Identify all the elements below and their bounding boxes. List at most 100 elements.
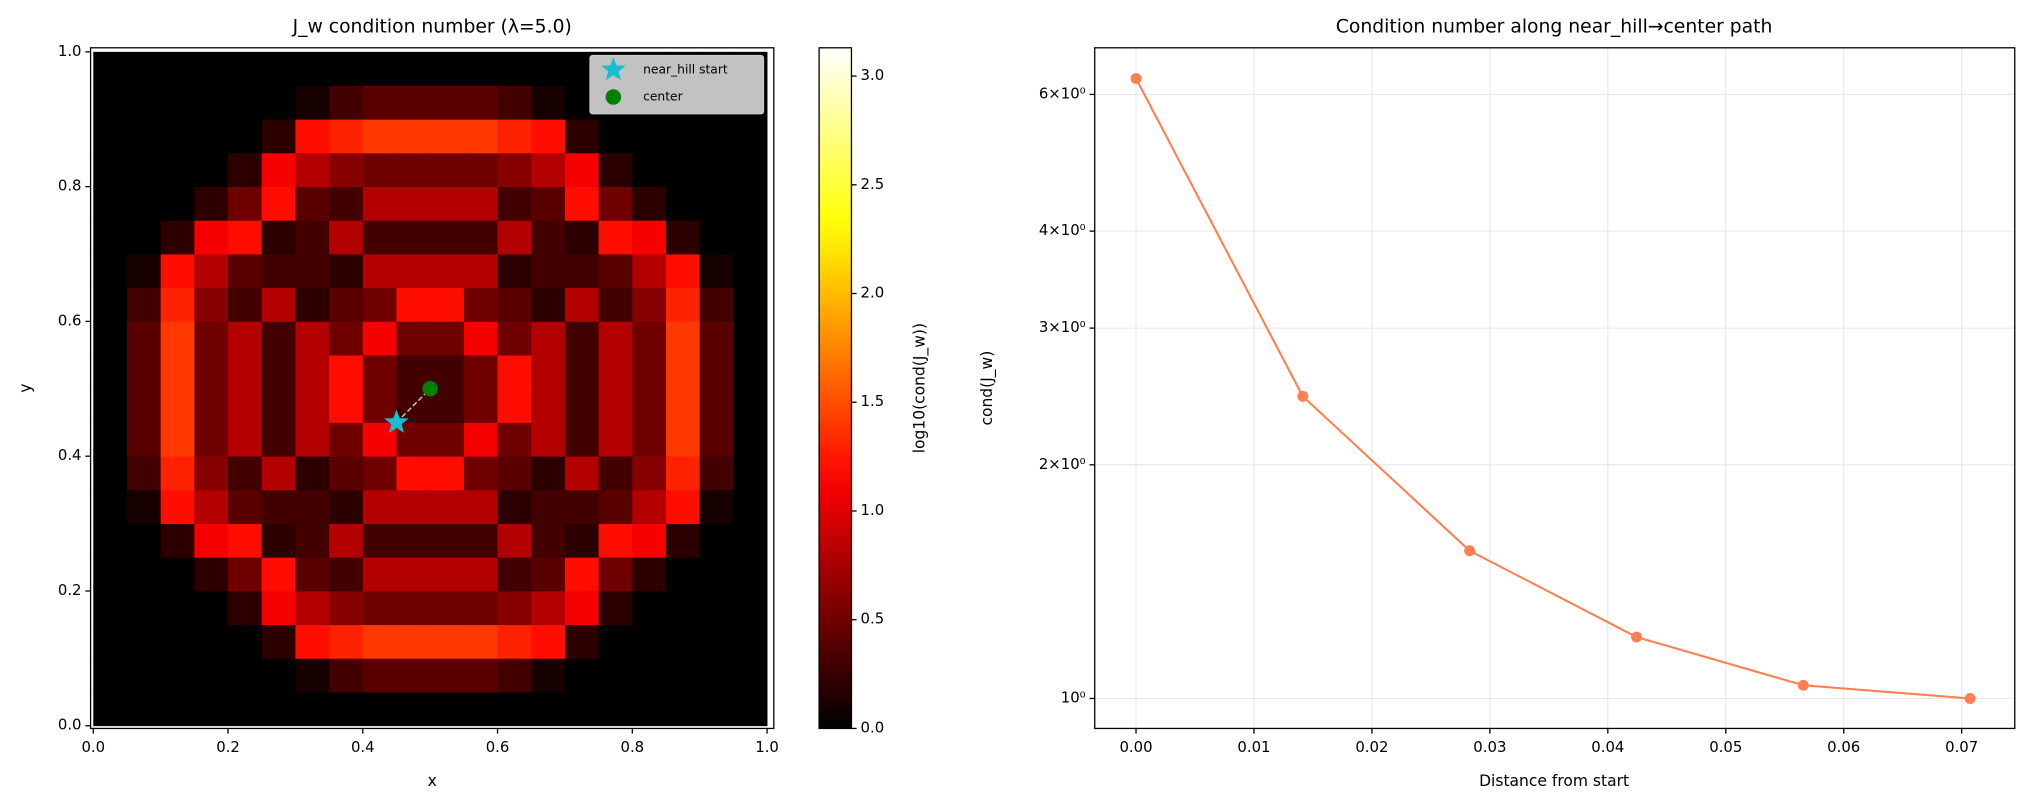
heatmap-cell bbox=[194, 388, 229, 423]
plot-background bbox=[1094, 47, 2015, 729]
heatmap-cell bbox=[396, 152, 431, 188]
heatmap-cell bbox=[194, 321, 229, 356]
heatmap-cell bbox=[564, 119, 600, 154]
heatmap-cell bbox=[497, 624, 532, 659]
heatmap-cell bbox=[598, 254, 633, 289]
heatmap-cell bbox=[463, 523, 498, 558]
heatmap-cell bbox=[261, 388, 296, 423]
heatmap-cell bbox=[463, 388, 498, 423]
heatmap-cell bbox=[666, 692, 701, 727]
heatmap-cell bbox=[126, 456, 162, 491]
heatmap-cell bbox=[329, 85, 364, 120]
heatmap-cell bbox=[430, 692, 465, 727]
heatmap-cell bbox=[126, 692, 162, 727]
heatmap-cell bbox=[564, 658, 600, 693]
heatmap-cell bbox=[261, 692, 296, 727]
heatmap-cell bbox=[463, 557, 498, 592]
heatmap-cell bbox=[396, 692, 431, 727]
data-point bbox=[1297, 390, 1309, 402]
heatmap-cell bbox=[194, 624, 229, 659]
heatmap-cell bbox=[126, 422, 162, 457]
heatmap-cell bbox=[396, 523, 431, 558]
heatmap-cell bbox=[126, 658, 162, 693]
heatmap-cell bbox=[564, 489, 600, 524]
heatmap-cell bbox=[194, 590, 229, 626]
heatmap-cell bbox=[733, 388, 768, 423]
x-tick-label: 0.4 bbox=[351, 738, 375, 756]
heatmap-cell bbox=[194, 489, 229, 524]
heatmap-cell bbox=[430, 51, 465, 86]
heatmap-cell bbox=[632, 456, 667, 491]
data-point bbox=[1130, 73, 1142, 84]
heatmap-cell bbox=[430, 220, 465, 255]
heatmap-cell bbox=[531, 119, 566, 154]
heatmap-cell bbox=[733, 119, 768, 154]
y-tick-label: 3×10⁰ bbox=[1039, 318, 1086, 336]
heatmap-cell bbox=[564, 287, 600, 322]
heatmap-cell bbox=[564, 355, 600, 390]
heatmap-cell bbox=[430, 456, 465, 491]
heatmap-cell bbox=[632, 557, 667, 592]
heatmap-cell bbox=[228, 692, 263, 727]
heatmap-cell bbox=[261, 85, 296, 120]
heatmap-cell bbox=[598, 152, 633, 188]
heatmap-cell bbox=[733, 692, 768, 727]
heatmap-cell bbox=[666, 119, 701, 154]
heatmap-cell bbox=[261, 658, 296, 693]
star-marker bbox=[384, 409, 409, 433]
heatmap-cell bbox=[396, 254, 431, 289]
colorbar-label: log10(cond(J_w)) bbox=[911, 323, 930, 453]
heatmap-cell bbox=[666, 388, 701, 423]
heatmap-cell bbox=[699, 456, 734, 491]
x-axis-label: x bbox=[428, 772, 437, 790]
heatmap-cell bbox=[160, 624, 195, 659]
heatmap-cell bbox=[531, 422, 566, 457]
y-tick-label: 0.2 bbox=[58, 581, 82, 599]
heatmap-cell bbox=[632, 658, 667, 693]
heatmap-cell bbox=[666, 186, 701, 221]
heatmap-cell bbox=[228, 355, 263, 390]
heatmap-cell bbox=[93, 456, 128, 491]
heatmap-cell bbox=[295, 624, 330, 659]
heatmap-cell bbox=[497, 321, 532, 356]
heatmap-cell bbox=[160, 489, 195, 524]
heatmap-cell bbox=[329, 692, 364, 727]
x-tick-label: 0.00 bbox=[1119, 738, 1152, 756]
heatmap-cell bbox=[531, 523, 566, 558]
heatmap-cell bbox=[362, 658, 397, 693]
heatmap-cell bbox=[396, 624, 431, 659]
heatmap-cell bbox=[632, 624, 667, 659]
heatmap-cell bbox=[295, 85, 330, 120]
heatmap-cell bbox=[228, 388, 263, 423]
heatmap-cell bbox=[396, 590, 431, 626]
heatmap-cell bbox=[93, 287, 128, 322]
heatmap-cell bbox=[228, 489, 263, 524]
colorbar-tick-label: 1.0 bbox=[861, 501, 885, 519]
y-tick-label: 0.6 bbox=[58, 311, 82, 329]
heatmap-cell bbox=[194, 220, 229, 255]
heatmap-cell bbox=[160, 119, 195, 154]
heatmap-cell bbox=[632, 489, 667, 524]
heatmap-cell bbox=[632, 152, 667, 188]
heatmap-cell bbox=[329, 388, 364, 423]
heatmap-cell bbox=[396, 287, 431, 322]
y-axis-label: cond(J_w) bbox=[978, 351, 997, 426]
heatmap-cell bbox=[261, 321, 296, 356]
heatmap-cell bbox=[598, 557, 633, 592]
heatmap-title: J_w condition number (λ=5.0) bbox=[292, 17, 572, 38]
heatmap-cell bbox=[228, 590, 263, 626]
heatmap-cell bbox=[497, 254, 532, 289]
heatmap-cell bbox=[160, 456, 195, 491]
heatmap-cell bbox=[463, 422, 498, 457]
heatmap-cell bbox=[632, 321, 667, 356]
heatmap-cell bbox=[261, 489, 296, 524]
heatmap-cell bbox=[632, 523, 667, 558]
heatmap-cell bbox=[463, 119, 498, 154]
star-marker bbox=[601, 56, 626, 81]
heatmap-cell bbox=[463, 658, 498, 693]
heatmap-cell bbox=[362, 489, 397, 524]
line-title: Condition number along near_hill→center … bbox=[1336, 17, 1773, 38]
heatmap-cell bbox=[228, 186, 263, 221]
heatmap-cell bbox=[598, 186, 633, 221]
